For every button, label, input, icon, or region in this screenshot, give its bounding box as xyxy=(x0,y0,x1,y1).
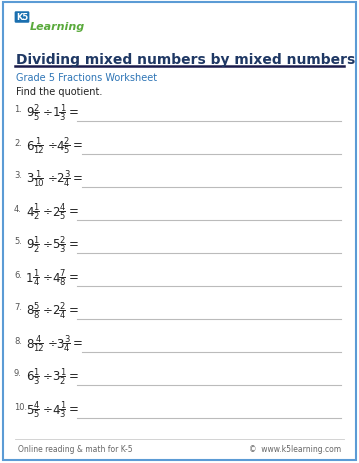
Text: =: = xyxy=(73,139,83,152)
Text: 6.: 6. xyxy=(14,270,22,279)
Text: 4: 4 xyxy=(52,271,60,284)
Text: 8: 8 xyxy=(33,311,39,319)
Text: =: = xyxy=(69,403,78,416)
Text: 5: 5 xyxy=(26,403,33,416)
Text: 1: 1 xyxy=(60,400,65,409)
Text: =: = xyxy=(69,271,78,284)
Text: 3: 3 xyxy=(56,337,64,350)
Text: =: = xyxy=(73,337,83,350)
Text: 3: 3 xyxy=(64,334,69,343)
Text: 5: 5 xyxy=(33,409,39,419)
Text: ©  www.k5learning.com: © www.k5learning.com xyxy=(249,444,341,454)
Text: 8: 8 xyxy=(60,278,65,287)
Text: 3: 3 xyxy=(26,172,33,185)
Text: 2: 2 xyxy=(33,103,39,113)
Text: 6: 6 xyxy=(26,139,33,152)
Text: 1: 1 xyxy=(33,235,39,244)
Text: ÷: ÷ xyxy=(43,271,53,284)
Text: 3: 3 xyxy=(60,409,65,419)
Text: 8: 8 xyxy=(26,304,33,317)
Text: 2: 2 xyxy=(52,304,60,317)
Text: 2: 2 xyxy=(56,172,64,185)
Text: 2.: 2. xyxy=(14,138,22,147)
Text: 3: 3 xyxy=(60,113,65,122)
Text: 1: 1 xyxy=(60,367,65,376)
Text: 7.: 7. xyxy=(14,303,22,312)
Text: 5: 5 xyxy=(64,146,69,155)
Text: 12: 12 xyxy=(33,344,43,352)
Text: 8.: 8. xyxy=(14,336,22,345)
Text: 2: 2 xyxy=(52,205,60,218)
Text: 12: 12 xyxy=(33,146,43,155)
Text: 4.: 4. xyxy=(14,204,22,213)
Text: ÷: ÷ xyxy=(43,205,53,218)
Text: 3.: 3. xyxy=(14,171,22,180)
Text: 1: 1 xyxy=(36,137,41,145)
Text: 4: 4 xyxy=(36,334,41,343)
Text: 4: 4 xyxy=(64,179,69,188)
Text: 3: 3 xyxy=(52,369,60,383)
Text: 9.: 9. xyxy=(14,369,22,378)
Text: 2: 2 xyxy=(60,301,65,310)
Text: 1: 1 xyxy=(26,271,33,284)
Text: 5: 5 xyxy=(33,301,39,310)
Text: ÷: ÷ xyxy=(43,369,53,383)
Text: 8: 8 xyxy=(26,337,33,350)
Text: ÷: ÷ xyxy=(43,403,53,416)
Text: ÷: ÷ xyxy=(43,106,53,119)
Text: ÷: ÷ xyxy=(43,238,53,251)
Text: 5: 5 xyxy=(52,238,60,251)
Text: 4: 4 xyxy=(60,311,65,319)
Text: 4: 4 xyxy=(26,205,33,218)
Text: 4: 4 xyxy=(52,403,60,416)
Text: =: = xyxy=(69,238,78,251)
Text: 2: 2 xyxy=(60,235,65,244)
Text: 4: 4 xyxy=(56,139,64,152)
Text: 7: 7 xyxy=(60,268,65,277)
Text: Dividing mixed numbers by mixed numbers: Dividing mixed numbers by mixed numbers xyxy=(16,53,355,67)
Text: 1: 1 xyxy=(60,103,65,113)
Text: 6: 6 xyxy=(26,369,33,383)
Text: =: = xyxy=(73,172,83,185)
Text: =: = xyxy=(69,369,78,383)
Text: 3: 3 xyxy=(33,376,39,386)
Text: =: = xyxy=(69,304,78,317)
Text: 1: 1 xyxy=(33,367,39,376)
Text: Find the quotient.: Find the quotient. xyxy=(16,87,102,97)
Text: Learning: Learning xyxy=(30,22,85,32)
Text: 2: 2 xyxy=(64,137,69,145)
Text: ÷: ÷ xyxy=(43,304,53,317)
Text: 2: 2 xyxy=(60,376,65,386)
Text: K5: K5 xyxy=(16,13,28,22)
Text: ÷: ÷ xyxy=(47,139,57,152)
Text: 4: 4 xyxy=(60,202,65,211)
Text: 1: 1 xyxy=(33,268,39,277)
Text: 4: 4 xyxy=(33,400,39,409)
Text: 5: 5 xyxy=(33,113,39,122)
Text: 4: 4 xyxy=(64,344,69,352)
Text: =: = xyxy=(69,205,78,218)
Text: 9: 9 xyxy=(26,238,33,251)
Text: 5: 5 xyxy=(60,212,65,221)
Text: 3: 3 xyxy=(60,245,65,254)
Text: 4: 4 xyxy=(33,278,39,287)
Text: 9: 9 xyxy=(26,106,33,119)
Text: =: = xyxy=(69,106,78,119)
Text: Online reading & math for K-5: Online reading & math for K-5 xyxy=(18,444,132,454)
Text: ÷: ÷ xyxy=(47,337,57,350)
Text: ÷: ÷ xyxy=(47,172,57,185)
Text: 1: 1 xyxy=(52,106,60,119)
Text: 1: 1 xyxy=(36,169,41,178)
Text: 1: 1 xyxy=(33,202,39,211)
Text: Grade 5 Fractions Worksheet: Grade 5 Fractions Worksheet xyxy=(16,73,157,83)
Text: 10: 10 xyxy=(33,179,43,188)
Text: 3: 3 xyxy=(64,169,69,178)
Text: 5.: 5. xyxy=(14,237,22,246)
Text: 2: 2 xyxy=(33,245,39,254)
Text: 10.: 10. xyxy=(14,401,27,411)
Text: 1.: 1. xyxy=(14,105,22,114)
Text: 2: 2 xyxy=(33,212,39,221)
